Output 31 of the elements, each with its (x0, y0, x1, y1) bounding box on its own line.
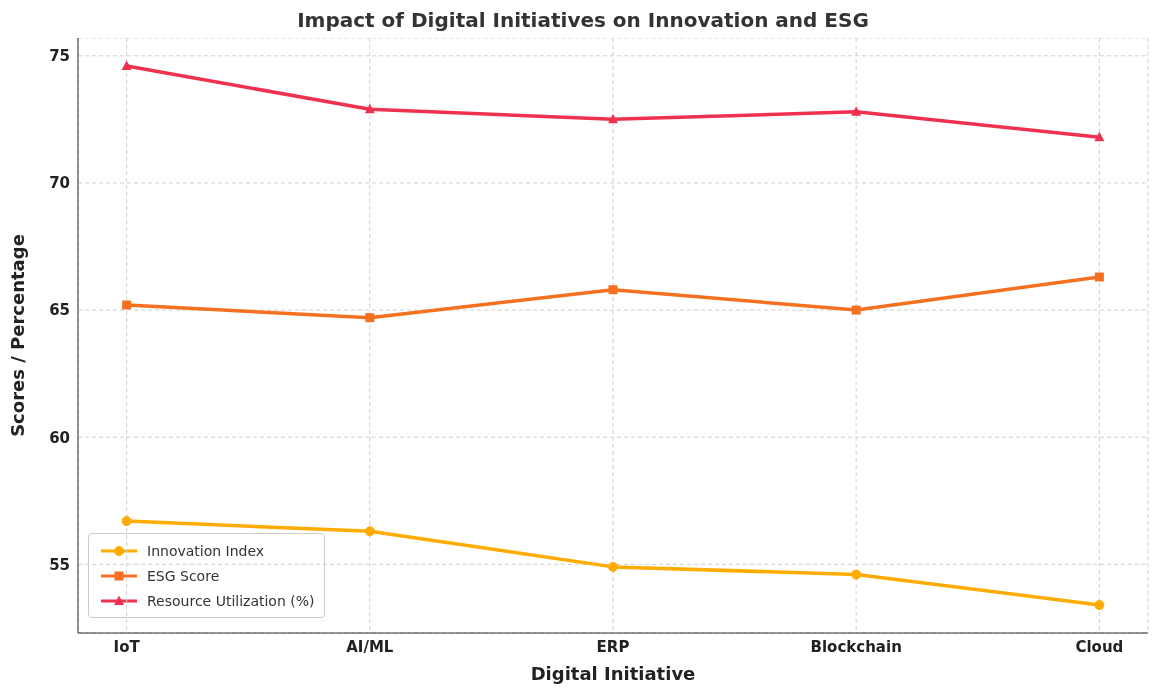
y-tick-label: 55 (49, 555, 70, 574)
point (608, 561, 618, 572)
point (851, 305, 861, 315)
point (365, 313, 375, 323)
legend-label: ESG Score (147, 567, 220, 584)
x-tick-label: Blockchain (810, 637, 902, 656)
point (1094, 131, 1105, 142)
point (121, 516, 132, 527)
y-tick-label: 75 (49, 47, 70, 66)
point (1094, 272, 1104, 282)
point (364, 526, 375, 537)
x-tick-label: IoT (113, 637, 141, 656)
chart-title: Impact of Digital Initiatives on Innovation and ESG (296, 8, 870, 34)
point (364, 103, 375, 114)
point (121, 60, 132, 70)
y-tick-label: 65 (49, 301, 70, 320)
legend-label: Resource Utilization (%) (147, 592, 315, 609)
y-tick-label: 60 (49, 428, 70, 447)
x-tick-label: Cloud (1075, 637, 1124, 656)
y-axis-title: Scores / Percentage (7, 234, 29, 437)
point (851, 106, 862, 116)
x-axis-title: Digital Initiative (530, 663, 696, 684)
point (851, 569, 862, 580)
point (608, 285, 618, 295)
x-tick-label: ERP (596, 637, 630, 656)
y-tick-label: 70 (49, 174, 70, 193)
point (1094, 600, 1105, 611)
point (122, 300, 132, 310)
point (608, 113, 618, 124)
legend-label: Innovation Index (147, 542, 265, 559)
x-tick-label: AI/ML (346, 637, 394, 656)
